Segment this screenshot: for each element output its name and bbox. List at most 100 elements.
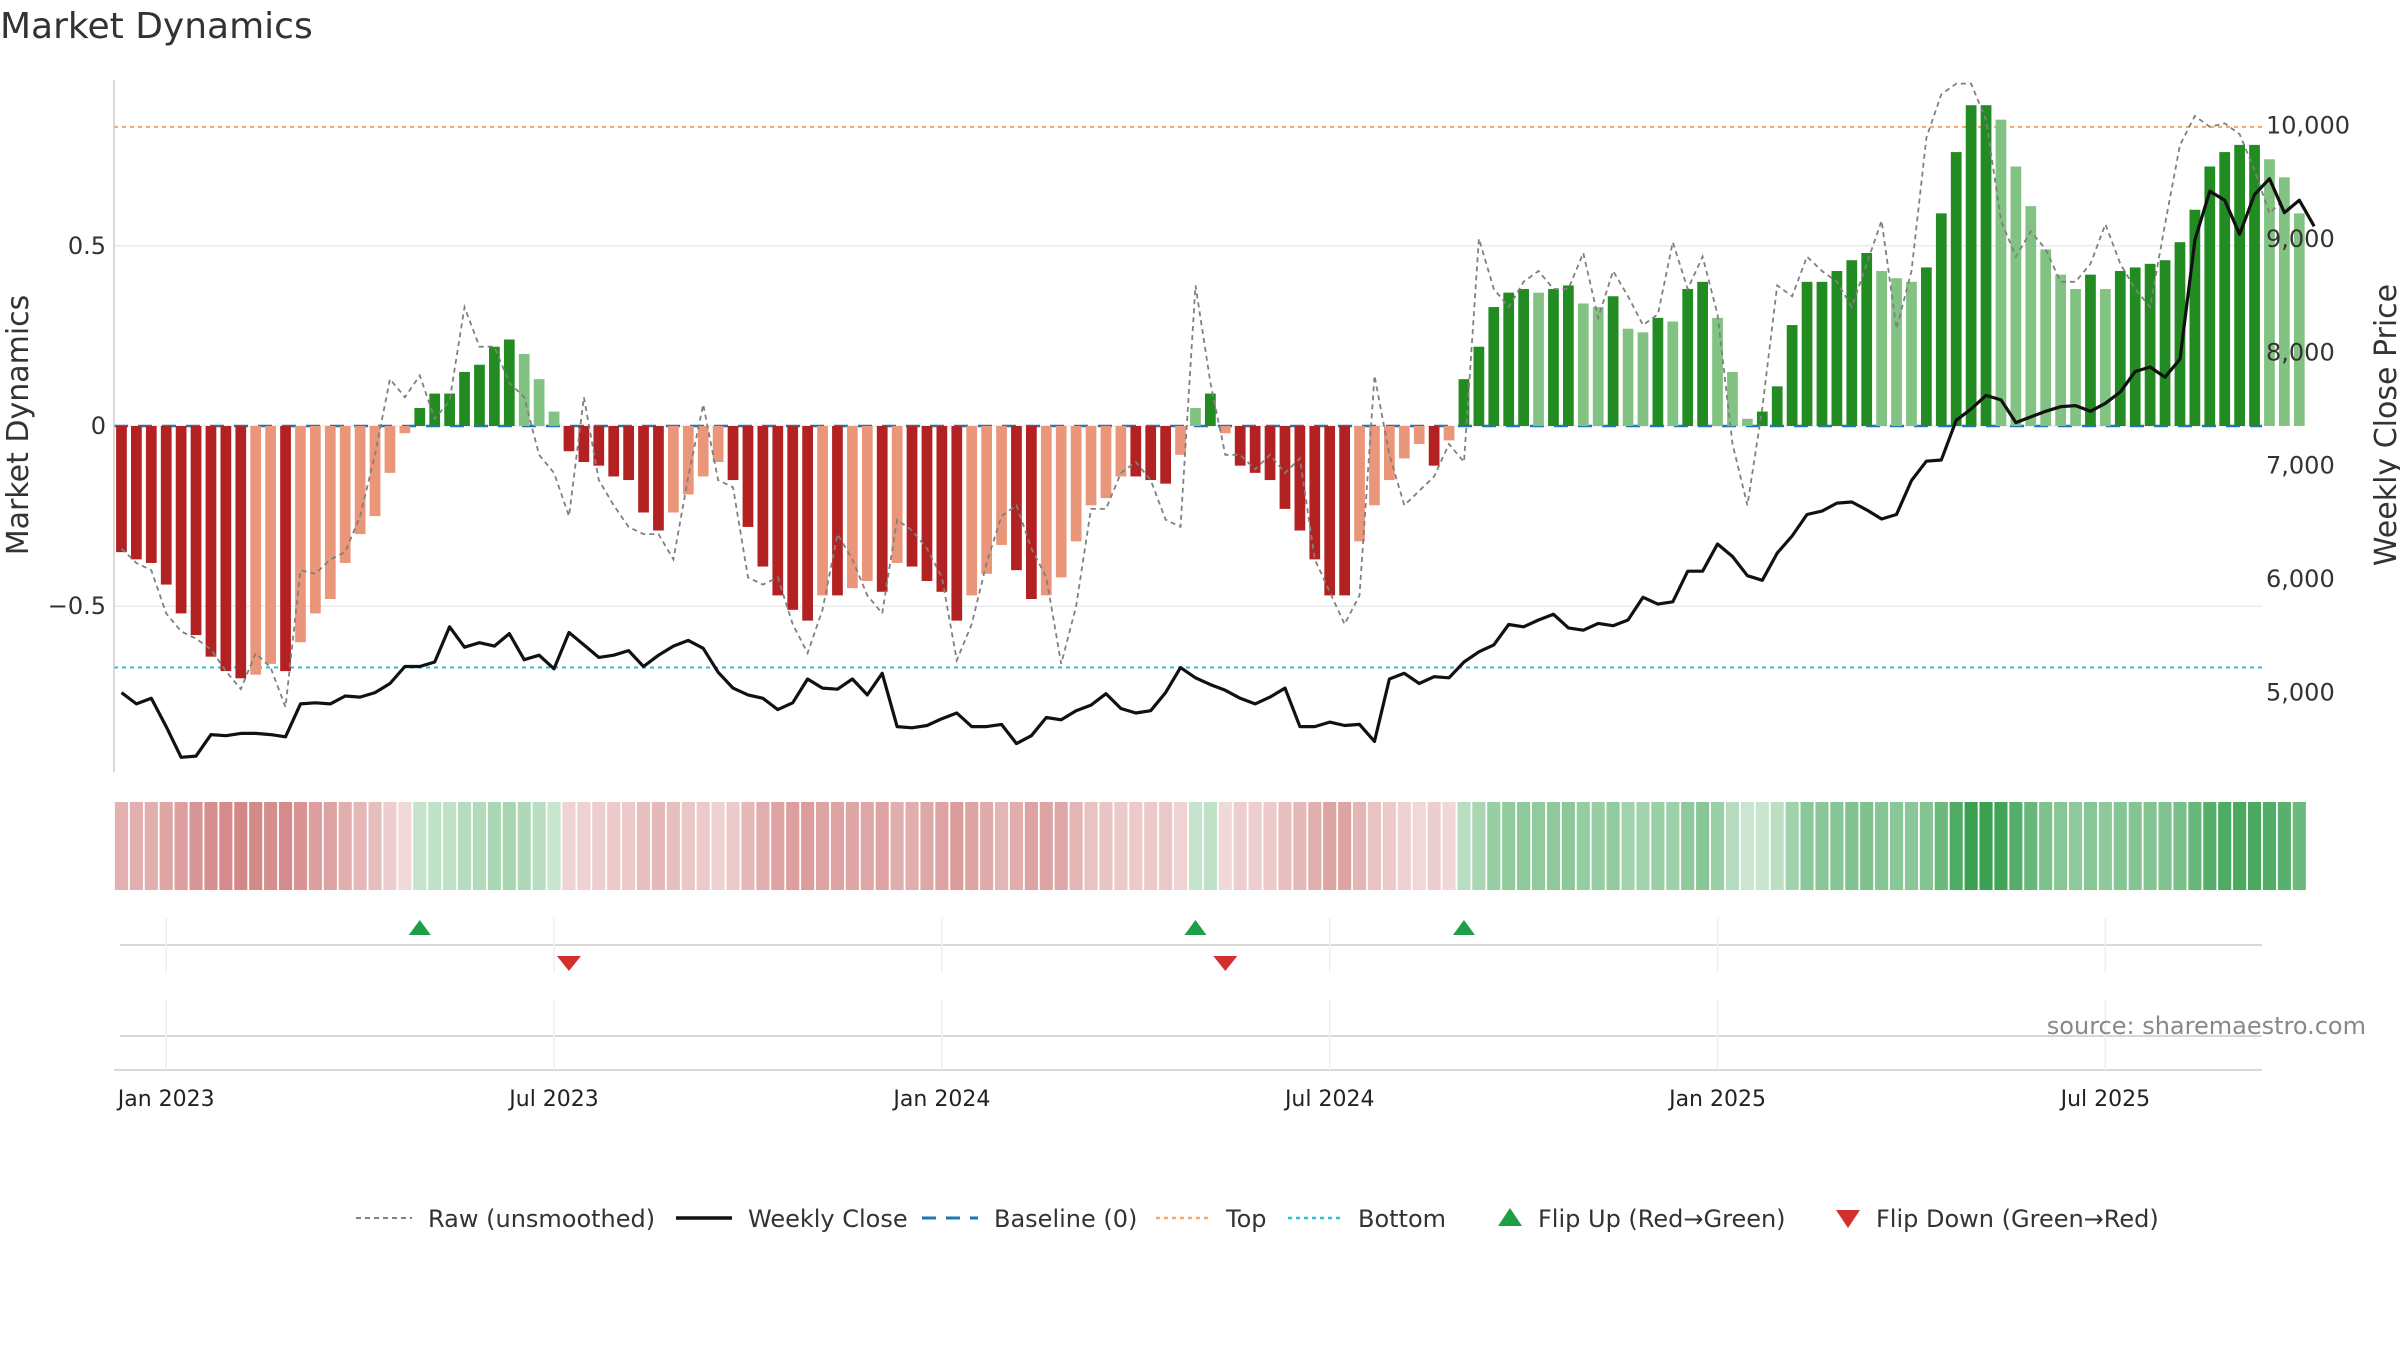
bar [1294,426,1306,531]
heat-cell [1994,802,2008,890]
x-tick-label: Jul 2024 [1283,1087,1375,1112]
heat-cell [2292,802,2306,890]
bar [429,393,441,426]
bar [2025,206,2037,426]
heat-cell [1710,802,1725,890]
bar [339,426,351,563]
bar [861,426,873,581]
heat-cell [994,802,1009,890]
bar [1906,281,1917,426]
bar [518,353,530,426]
heat-cell [2039,802,2053,890]
heat-cell [1964,802,1978,890]
bar [996,426,1007,545]
bar [1234,426,1246,466]
heat-cell [1129,802,1143,890]
bar [444,393,455,426]
bar [1980,105,1992,427]
heat-cell [1352,802,1367,890]
flip-up-marker [1184,920,1207,935]
bar [1995,119,2007,426]
bar [921,426,933,581]
heat-cell [1636,802,1650,890]
raw-line [120,82,2286,708]
bar [1742,418,1753,426]
bar [1756,411,1768,426]
heat-cell [1919,802,1933,890]
heat-cell [1576,802,1590,890]
bar [1682,289,1694,426]
heat-cell [308,802,322,890]
heat-cell [1561,802,1575,890]
heat-cell [860,802,874,890]
heat-cell [636,802,651,890]
bar [1145,426,1157,481]
flip-down-marker [1213,956,1238,971]
heat-cell [1517,802,1531,890]
x-axis: Jan 2023 Jul 2023 Jan 2024 Jul 2024 Jan 2025… [114,918,2262,1112]
bar [1160,426,1171,484]
bar [2204,166,2216,426]
bar [1458,379,1470,426]
heat-cell [1159,802,1173,890]
bar [2159,260,2171,426]
heat-cell [666,802,680,890]
heat-cell [293,802,308,890]
heat-cell [1487,802,1501,890]
heat-cell [278,802,293,890]
bar [876,426,888,592]
heat-cell [2068,802,2083,890]
bar [2010,166,2022,426]
heat-cell [1949,802,1963,890]
heat-strip [114,802,2306,890]
heat-cell [1263,802,1277,890]
bar [966,426,978,596]
y-left-tick-label: 0 [91,412,106,440]
bar [474,364,485,426]
heat-cell [2024,802,2038,890]
heat-cell [114,802,129,890]
bar [1652,317,1664,426]
bar [1339,426,1350,596]
heat-cell [2277,802,2291,890]
bar [936,426,948,592]
bar [1846,260,1858,426]
bar [2219,152,2231,427]
bar [1354,426,1365,542]
heat-cell [756,802,770,890]
x-tick-label: Jan 2023 [116,1087,215,1112]
bar [1697,281,1708,426]
y-left-tick-label: 0.5 [68,232,106,260]
bar [757,426,769,567]
bar [578,426,590,463]
heat-cell [577,802,591,890]
bar [1921,267,1932,426]
heat-cell [1173,802,1188,890]
bar [653,426,664,531]
heat-cell [1114,802,1128,890]
y-right-tick-label: 5,000 [2266,679,2335,707]
heat-cell [786,802,800,890]
bar [697,426,709,477]
heat-cell [2113,802,2127,890]
y-right-tick-label: 8,000 [2266,338,2335,366]
bar [1876,271,1887,426]
heat-cell [1024,802,1038,890]
bar [1369,426,1380,506]
heat-cell [741,802,755,890]
raw-series [120,82,2286,708]
bar [2174,242,2186,426]
heat-cell [1218,802,1232,890]
heat-cell [726,802,740,890]
heat-cell [2009,802,2023,890]
heat-cell [1815,802,1829,890]
heat-cell [338,802,352,890]
bar [2279,177,2290,426]
bar [1548,289,1559,426]
heat-cell [1009,802,1024,890]
bar [369,426,381,517]
bar [772,426,784,596]
bar [1592,307,1604,426]
heat-cell [2098,802,2112,890]
bar [2249,144,2260,426]
